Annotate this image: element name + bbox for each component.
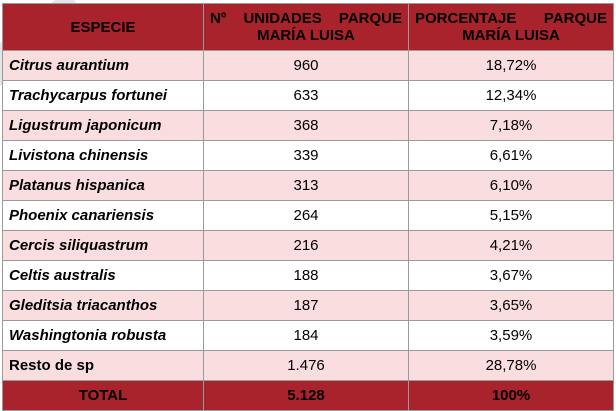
species-name: Washingtonia robusta (2, 320, 204, 351)
table-row: Resto de sp 1.476 28,78% (2, 350, 614, 381)
units-value: 633 (203, 80, 409, 111)
species-name: Gleditsia triacanthos (2, 290, 204, 321)
header-row: ESPECIE Nº UNIDADES PARQUE MARÍA LUISA P… (2, 3, 614, 51)
species-name: Livistona chinensis (2, 140, 204, 171)
percentage-value: 3,67% (408, 260, 614, 291)
species-name: Platanus hispanica (2, 170, 204, 201)
percentage-value: 6,10% (408, 170, 614, 201)
header-units-line2: MARÍA LUISA (257, 27, 355, 44)
units-value: 264 (203, 200, 409, 231)
total-units: 5.128 (203, 380, 409, 411)
units-value: 187 (203, 290, 409, 321)
species-name: Ligustrum japonicum (2, 110, 204, 141)
table-row: Washingtonia robusta 184 3,59% (2, 320, 614, 351)
units-value: 1.476 (203, 350, 409, 381)
percentage-value: 12,34% (408, 80, 614, 111)
header-pct-line1: PORCENTAJE PARQUE (415, 10, 607, 27)
table-row: Platanus hispanica 313 6,10% (2, 170, 614, 201)
species-name: Cercis siliquastrum (2, 230, 204, 261)
species-name: Trachycarpus fortunei (2, 80, 204, 111)
species-name: Celtis australis (2, 260, 204, 291)
header-species: ESPECIE (2, 3, 204, 51)
percentage-value: 3,65% (408, 290, 614, 321)
total-row: TOTAL 5.128 100% (2, 380, 614, 411)
table-row: Ligustrum japonicum 368 7,18% (2, 110, 614, 141)
units-value: 960 (203, 50, 409, 81)
units-value: 339 (203, 140, 409, 171)
units-value: 216 (203, 230, 409, 261)
species-name: Citrus aurantium (2, 50, 204, 81)
header-pct-line2: MARÍA LUISA (462, 27, 560, 44)
percentage-value: 6,61% (408, 140, 614, 171)
species-name: Resto de sp (2, 350, 204, 381)
table-row: Trachycarpus fortunei 633 12,34% (2, 80, 614, 111)
header-units: Nº UNIDADES PARQUE MARÍA LUISA (203, 3, 409, 51)
table-row: Gleditsia triacanthos 187 3,65% (2, 290, 614, 321)
percentage-value: 28,78% (408, 350, 614, 381)
table-row: Celtis australis 188 3,67% (2, 260, 614, 291)
header-percentage: PORCENTAJE PARQUE MARÍA LUISA (408, 3, 614, 51)
table-row: Phoenix canariensis 264 5,15% (2, 200, 614, 231)
percentage-value: 3,59% (408, 320, 614, 351)
total-percentage: 100% (408, 380, 614, 411)
header-units-line1: Nº UNIDADES PARQUE (210, 10, 402, 27)
table-row: Cercis siliquastrum 216 4,21% (2, 230, 614, 261)
percentage-value: 7,18% (408, 110, 614, 141)
table-row: Livistona chinensis 339 6,61% (2, 140, 614, 171)
total-label: TOTAL (2, 380, 204, 411)
species-name: Phoenix canariensis (2, 200, 204, 231)
units-value: 188 (203, 260, 409, 291)
units-value: 184 (203, 320, 409, 351)
percentage-value: 5,15% (408, 200, 614, 231)
species-table: ESPECIE Nº UNIDADES PARQUE MARÍA LUISA P… (2, 3, 614, 411)
percentage-value: 18,72% (408, 50, 614, 81)
table-row: Citrus aurantium 960 18,72% (2, 50, 614, 81)
units-value: 368 (203, 110, 409, 141)
percentage-value: 4,21% (408, 230, 614, 261)
units-value: 313 (203, 170, 409, 201)
